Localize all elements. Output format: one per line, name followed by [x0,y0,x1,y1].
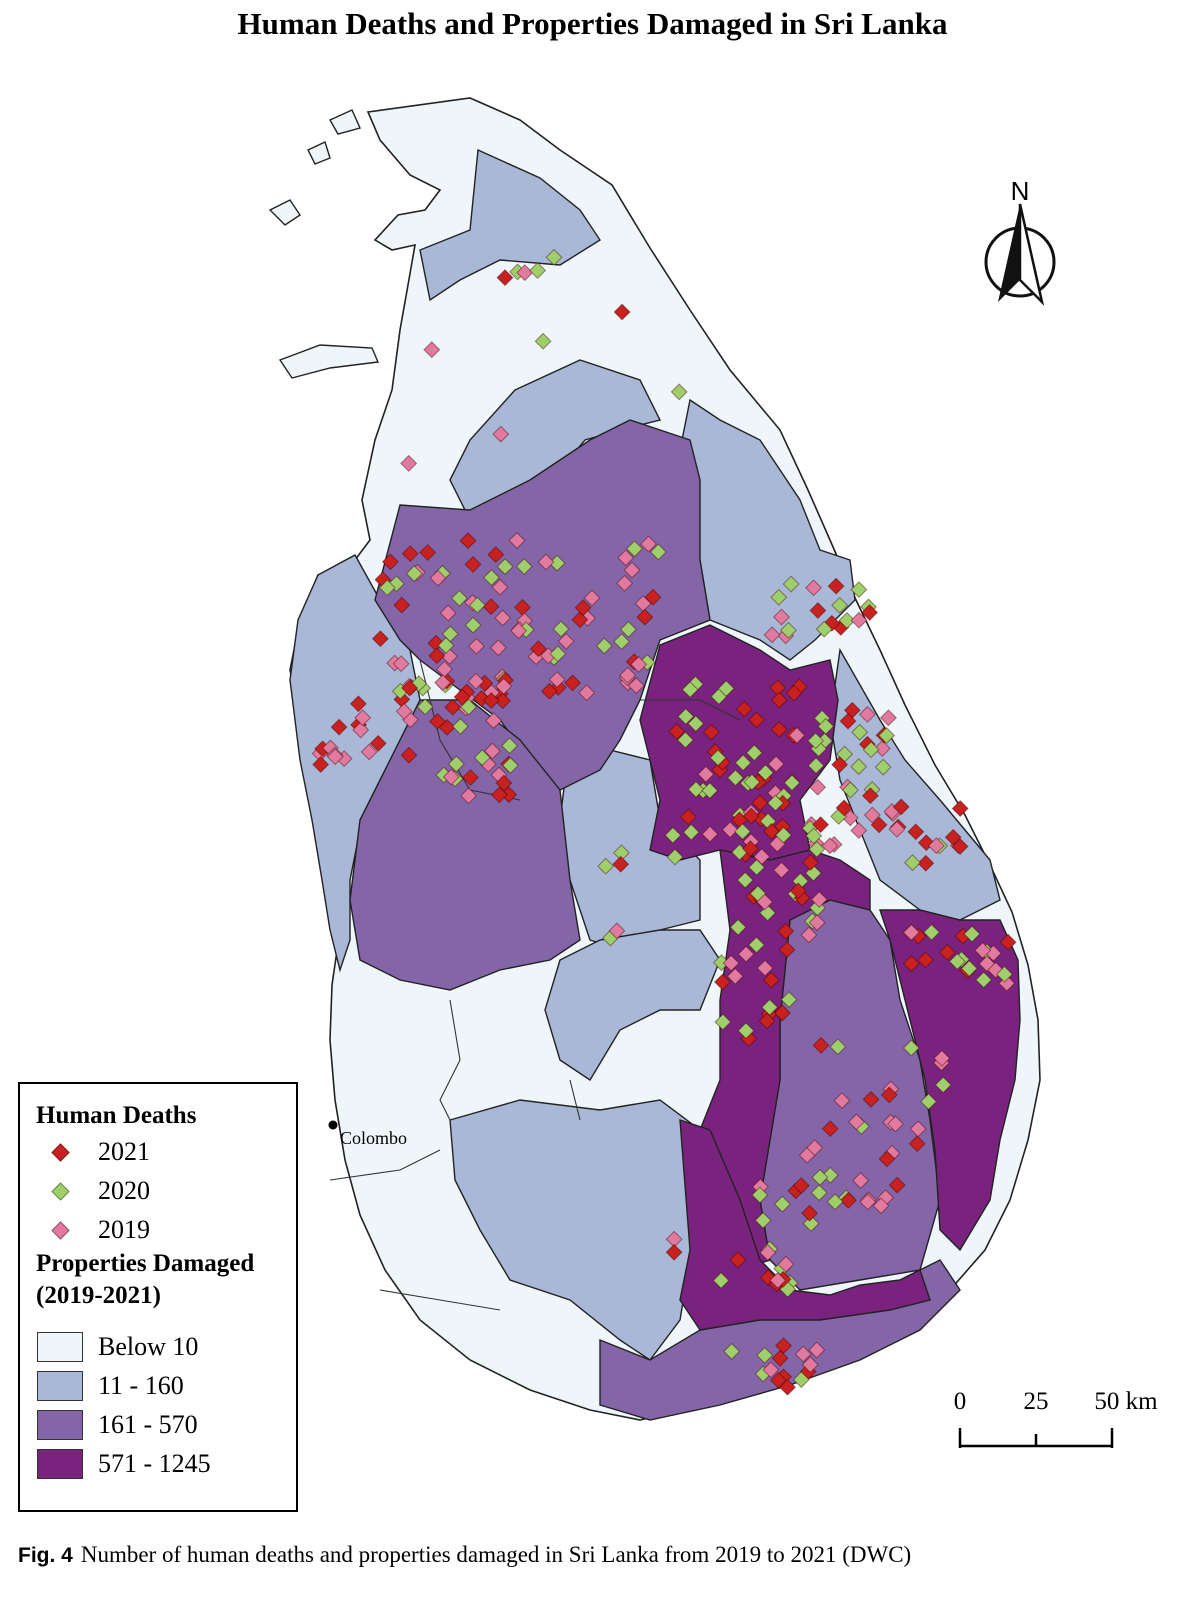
scale-label-25: 25 [1023,1388,1049,1415]
figure-caption: Fig. 4 Number of human deaths and propert… [18,1542,911,1568]
colombo-label: Colombo [340,1128,408,1148]
region-monaragala [689,849,871,1271]
colombo-dot [328,1120,338,1130]
figure-number: Fig. 4 [18,1544,73,1567]
legend-item-2019: 2019 [36,1212,150,1248]
map-title: Human Deaths and Properties Damaged in S… [237,6,948,41]
caption-text: Number of human deaths and properties da… [80,1542,912,1567]
legend-item-2020: 2020 [36,1173,150,1209]
legend-item-11-160: 11 - 160 [36,1368,184,1404]
scale-label-0: 0 [953,1388,967,1415]
properties-legend-title: Properties Damaged [36,1250,255,1277]
compass-icon [984,203,1056,306]
diamond-icon [50,1220,70,1240]
legend-item-below-10: Below 10 [36,1329,198,1365]
north-letter: N [1010,176,1030,206]
deaths-legend-title: Human Deaths [36,1102,197,1129]
region-ampara [879,909,1021,1252]
map-legend: Human Deaths 2021 2020 2019 Properties D… [18,1082,298,1512]
sri-lanka-map [268,97,1041,1421]
legend-item-161-570: 161 - 570 [36,1407,198,1443]
region-ratnapura [449,1099,701,1361]
diamond-icon [50,1142,70,1162]
region-kandy [544,929,721,1081]
scale-label-50: 50 km [1094,1388,1158,1415]
north-arrow: N [976,176,1064,306]
legend-item-2021: 2021 [36,1134,150,1170]
scale-bar: 0 25 50 km [950,1388,1158,1458]
region-kurunegala [349,699,581,991]
diamond-icon [50,1181,70,1201]
region-uva-south [679,1119,931,1331]
properties-legend-subtitle: (2019-2021) [36,1282,161,1309]
legend-item-571-1245: 571 - 1245 [36,1446,211,1482]
